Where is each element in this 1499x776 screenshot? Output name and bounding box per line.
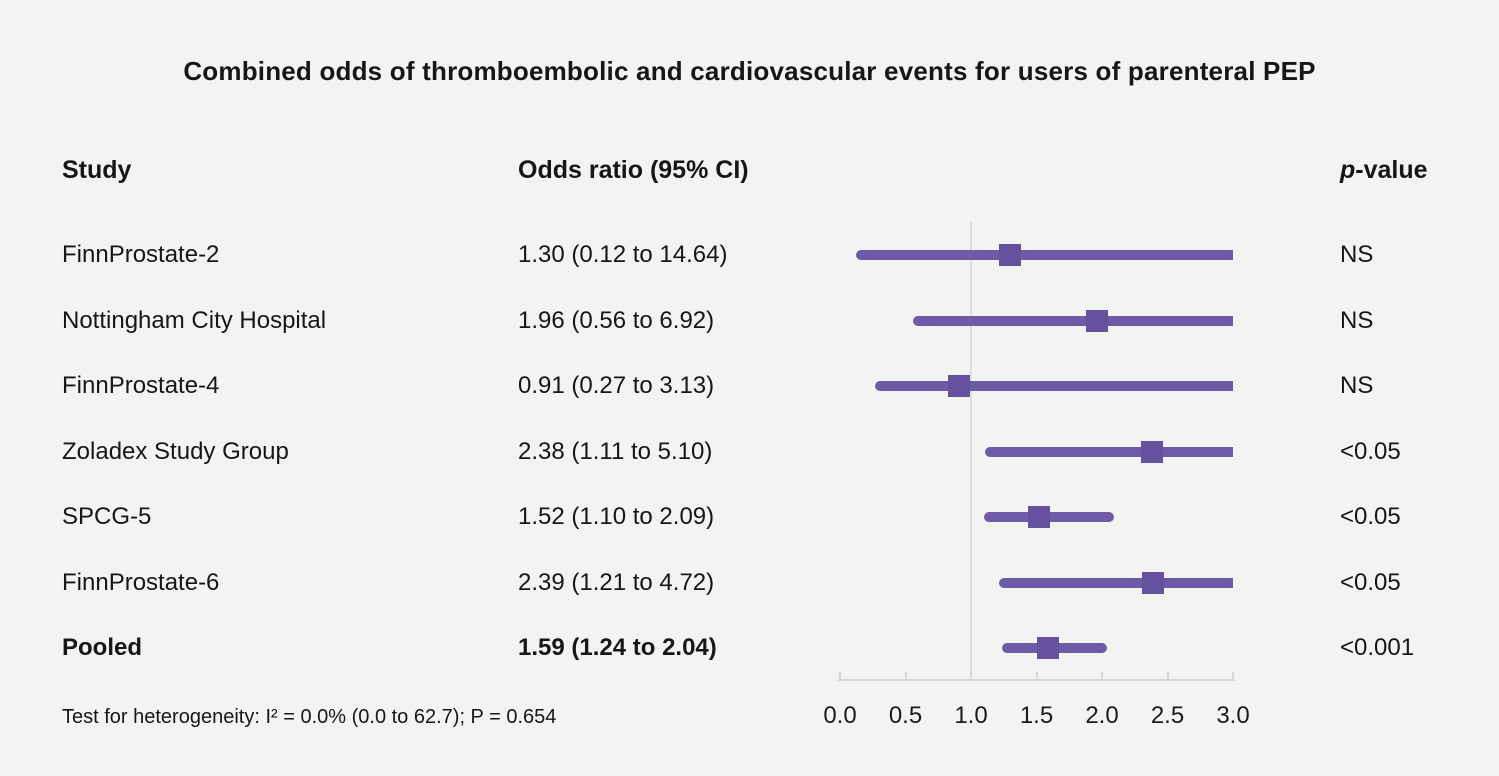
x-axis-tick (839, 672, 841, 681)
p-value-text: <0.05 (1340, 568, 1401, 596)
odds-ratio-ci-text: 2.39 (1.21 to 4.72) (518, 568, 715, 596)
x-axis-tick (970, 672, 972, 681)
column-header-odds-ratio: Odds ratio (95% CI) (518, 156, 749, 184)
odds-ratio-ci-text: 1.52 (1.10 to 2.09) (518, 503, 715, 530)
odds-ratio-marker (1037, 637, 1060, 659)
confidence-interval-line (855, 250, 1233, 260)
study-name: FinnProstate-2 (62, 241, 220, 268)
odds-ratio-marker (1028, 506, 1051, 528)
confidence-interval-line (998, 577, 1233, 588)
x-axis-tick-label: 2.0 (1085, 702, 1119, 729)
study-name: Zoladex Study Group (62, 437, 289, 465)
odds-ratio-marker (1140, 440, 1163, 463)
x-axis-tick (1166, 672, 1169, 681)
odds-ratio-marker (948, 375, 971, 397)
study-name: Nottingham City Hospital (62, 306, 327, 334)
chart-title: Combined odds of thromboembolic and card… (183, 56, 1316, 86)
heterogeneity-note: Test for heterogeneity: I² = 0.0% (0.0 t… (62, 706, 557, 728)
column-header-study: Study (62, 156, 132, 184)
odds-ratio-marker (1085, 309, 1108, 332)
p-value-header-rest: -value (1355, 156, 1428, 184)
x-axis-tick-label: 0.5 (888, 702, 923, 729)
x-axis-tick-label: 3.0 (1216, 702, 1250, 729)
x-axis-tick-label: 1.0 (954, 702, 988, 729)
odds-ratio-ci-text: 1.30 (0.12 to 14.64) (518, 241, 728, 268)
odds-ratio-marker (999, 244, 1022, 266)
x-axis-tick (1035, 672, 1038, 681)
odds-ratio-ci-text: 1.59 (1.24 to 2.04) (518, 634, 717, 661)
x-axis-tick-label: 2.5 (1150, 702, 1185, 729)
x-axis-tick (1101, 672, 1103, 681)
odds-ratio-marker (1142, 571, 1165, 594)
study-name: SPCG-5 (62, 503, 152, 530)
p-value-text: <0.001 (1340, 634, 1415, 661)
confidence-interval-line (875, 381, 1233, 391)
column-header-p-value: p-value (1340, 156, 1428, 185)
x-axis-tick (904, 672, 907, 681)
x-axis-tick-label: 0.0 (823, 702, 857, 729)
study-name: FinnProstate-6 (62, 568, 220, 596)
x-axis-tick-label: 1.5 (1019, 702, 1054, 729)
study-name: FinnProstate-4 (62, 372, 220, 399)
p-value-text: <0.05 (1340, 437, 1401, 465)
p-value-text: <0.05 (1340, 503, 1401, 530)
odds-ratio-ci-text: 0.91 (0.27 to 3.13) (518, 372, 715, 399)
study-name: Pooled (62, 634, 143, 661)
x-axis-tick (1232, 672, 1234, 681)
p-value-text: NS (1340, 306, 1374, 334)
p-value-text: NS (1340, 372, 1374, 399)
odds-ratio-ci-text: 2.38 (1.11 to 5.10) (518, 437, 713, 465)
p-value-text: NS (1340, 241, 1374, 268)
odds-ratio-ci-text: 1.96 (0.56 to 6.92) (518, 306, 715, 334)
confidence-interval-line (913, 315, 1233, 326)
reference-line-or-1 (970, 222, 972, 681)
p-value-header-italic-p: p (1340, 156, 1356, 184)
confidence-interval-line (985, 446, 1233, 457)
